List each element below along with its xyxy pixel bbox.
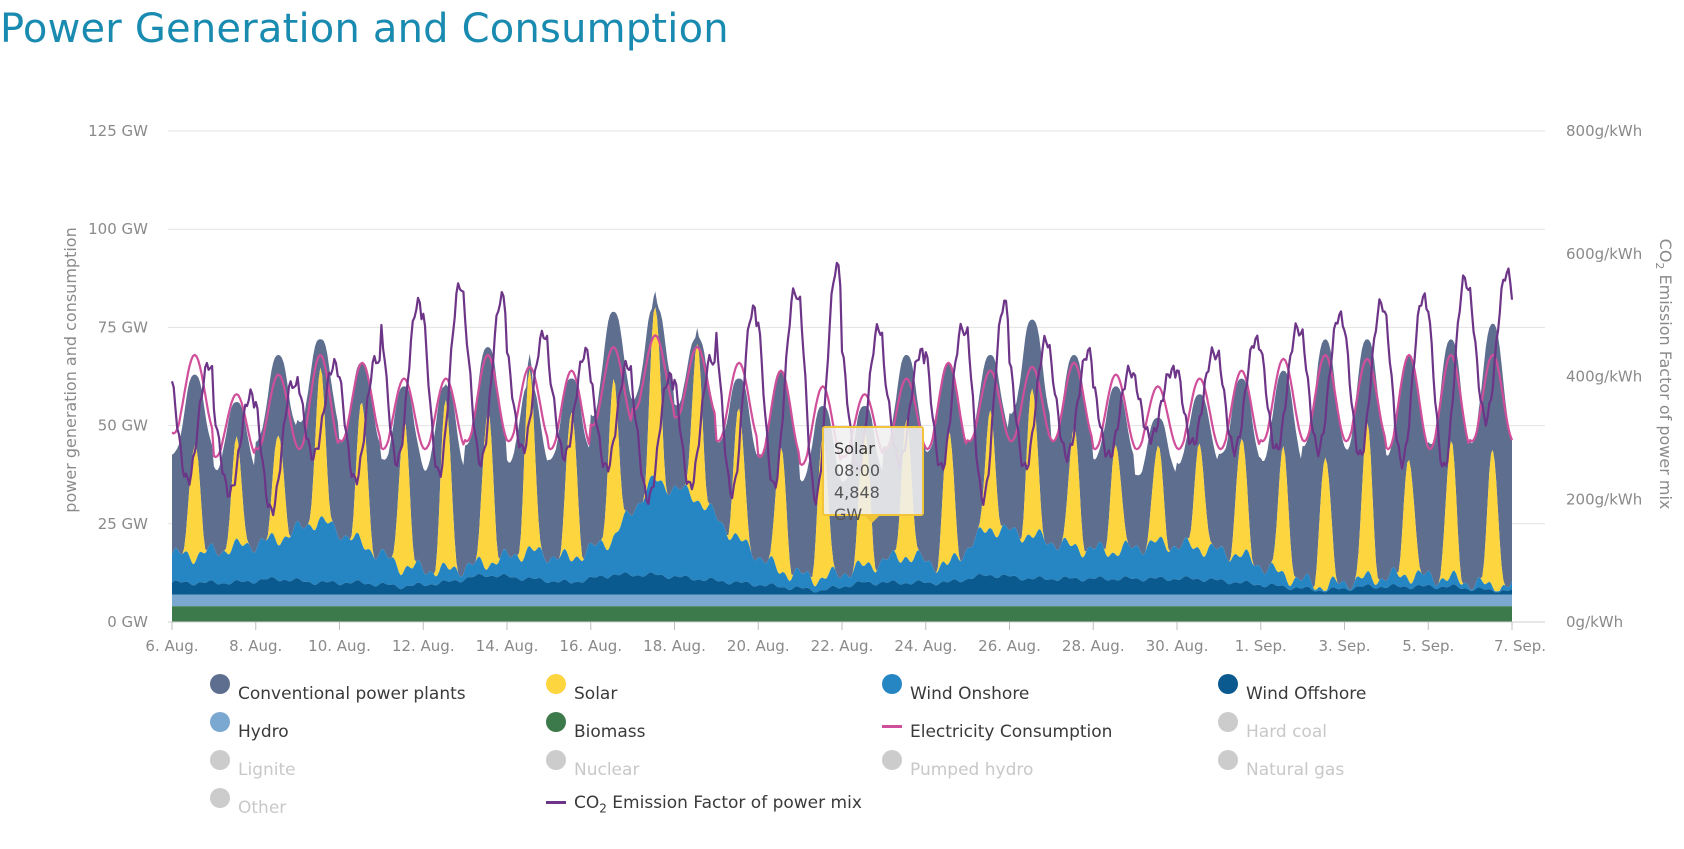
x-tick-label: 3. Sep. xyxy=(1318,637,1370,655)
legend-item[interactable]: Electricity Consumption xyxy=(882,714,1218,742)
y-tick-label: 25 GW xyxy=(98,515,148,533)
y2-tick-label: 0g/kWh xyxy=(1566,613,1623,631)
y-tick-label: 100 GW xyxy=(88,220,148,238)
x-tick-label: 30. Aug. xyxy=(1146,637,1209,655)
y2-tick-label: 400g/kWh xyxy=(1566,368,1642,386)
legend-item[interactable]: Biomass xyxy=(546,712,882,742)
legend-line-swatch xyxy=(546,801,566,804)
legend-dot-swatch xyxy=(210,674,230,694)
x-tick-label: 24. Aug. xyxy=(894,637,957,655)
legend-item[interactable]: Solar xyxy=(546,674,882,704)
x-tick-label: 10. Aug. xyxy=(308,637,371,655)
legend-label: Solar xyxy=(574,684,618,704)
x-tick-label: 12. Aug. xyxy=(392,637,455,655)
legend-label: Wind Offshore xyxy=(1246,684,1367,704)
solar-area[interactable] xyxy=(172,307,1512,592)
tooltip-series: Solar xyxy=(834,439,875,458)
legend-dot-swatch xyxy=(210,750,230,770)
x-tick-label: 26. Aug. xyxy=(978,637,1041,655)
legend-dot-swatch xyxy=(1218,674,1238,694)
legend-item[interactable]: Lignite xyxy=(210,750,546,780)
legend-label: Biomass xyxy=(574,722,646,742)
legend-dot-swatch xyxy=(546,750,566,770)
tooltip-value: 4,848 GW xyxy=(834,483,880,524)
legend-label: Hydro xyxy=(238,722,289,742)
y-tick-label: 125 GW xyxy=(88,122,148,140)
legend-dot-swatch xyxy=(210,788,230,808)
legend-item[interactable]: Wind Offshore xyxy=(1218,674,1554,704)
conventional-area[interactable] xyxy=(172,291,1512,590)
legend-label: Hard coal xyxy=(1246,722,1327,742)
legend-item[interactable]: Other xyxy=(210,788,546,818)
biomass-area[interactable] xyxy=(172,606,1512,622)
chart-tooltip: Solar 08:00 4,848 GW xyxy=(822,426,924,524)
legend-item[interactable]: Hard coal xyxy=(1218,712,1554,742)
stacked-areas[interactable] xyxy=(172,291,1512,622)
x-tick-label: 7. Sep. xyxy=(1494,637,1546,655)
x-tick-label: 1. Sep. xyxy=(1235,637,1287,655)
x-tick-label: 28. Aug. xyxy=(1062,637,1125,655)
legend-dot-swatch xyxy=(1218,750,1238,770)
legend-label: Pumped hydro xyxy=(910,760,1034,780)
y-tick-label: 0 GW xyxy=(107,613,148,631)
y-axis-title: power generation and consumption xyxy=(61,227,80,512)
legend-label: Nuclear xyxy=(574,760,640,780)
x-tick-label: 8. Aug. xyxy=(229,637,282,655)
x-tick-label: 6. Aug. xyxy=(145,637,198,655)
x-tick-label: 16. Aug. xyxy=(559,637,622,655)
legend-dot-swatch xyxy=(1218,712,1238,732)
legend-label: Electricity Consumption xyxy=(910,722,1113,742)
legend-label: Conventional power plants xyxy=(238,684,466,704)
legend-item-co2[interactable]: CO2 Emission Factor of power mix xyxy=(546,790,882,818)
y2-tick-label: 800g/kWh xyxy=(1566,122,1642,140)
x-tick-label: 14. Aug. xyxy=(476,637,539,655)
page-title: Power Generation and Consumption xyxy=(0,6,729,52)
legend-item[interactable]: Hydro xyxy=(210,712,546,742)
legend-dot-swatch xyxy=(882,750,902,770)
wind-onshore-area[interactable] xyxy=(172,475,1512,593)
power-chart[interactable]: 0 GW 25 GW 50 GW 75 GW 100 GW 125 GW 0g/kWh 200… xyxy=(0,0,1684,670)
y-tick-label: 75 GW xyxy=(98,318,148,336)
x-tick-label: 22. Aug. xyxy=(811,637,874,655)
legend-item[interactable]: Nuclear xyxy=(546,750,882,780)
legend-item[interactable]: Pumped hydro xyxy=(882,750,1218,780)
legend-item[interactable]: Conventional power plants xyxy=(210,674,546,704)
tooltip-time: 08:00 xyxy=(834,461,881,480)
x-tick-label: 20. Aug. xyxy=(727,637,790,655)
x-tick-label: 5. Sep. xyxy=(1402,637,1454,655)
legend-label: Other xyxy=(238,798,287,818)
legend-label: Natural gas xyxy=(1246,760,1345,780)
y-tick-label: 50 GW xyxy=(98,417,148,435)
y2-tick-label: 600g/kWh xyxy=(1566,245,1642,263)
legend-dot-swatch xyxy=(546,674,566,694)
chart-legend: Conventional power plants Solar Wind Onsho… xyxy=(210,674,1550,818)
y2-tick-label: 200g/kWh xyxy=(1566,490,1642,508)
tooltip-pointer xyxy=(864,515,880,523)
legend-line-swatch xyxy=(882,725,902,728)
legend-label: Lignite xyxy=(238,760,296,780)
legend-dot-swatch xyxy=(210,712,230,732)
axes: 0 GW 25 GW 50 GW 75 GW 100 GW 125 GW 0g/kWh 200… xyxy=(88,122,1642,655)
wind-offshore-area[interactable] xyxy=(172,572,1512,595)
co2-emission-line[interactable] xyxy=(170,261,1514,517)
legend-item[interactable]: Natural gas xyxy=(1218,750,1554,780)
x-tick-label: 18. Aug. xyxy=(643,637,706,655)
y2-axis-title: CO2 Emission Factor of power mix xyxy=(1653,239,1675,510)
legend-label: Wind Onshore xyxy=(910,684,1030,704)
legend-dot-swatch xyxy=(882,674,902,694)
legend-dot-swatch xyxy=(546,712,566,732)
hydro-area[interactable] xyxy=(172,594,1512,607)
legend-item[interactable]: Wind Onshore xyxy=(882,674,1218,704)
legend-label: CO2 Emission Factor of power mix xyxy=(574,792,862,815)
